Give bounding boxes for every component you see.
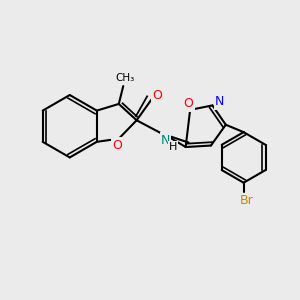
Text: O: O — [152, 88, 162, 101]
Text: H: H — [169, 142, 177, 152]
Text: CH₃: CH₃ — [115, 73, 134, 83]
Text: O: O — [112, 139, 122, 152]
Text: N: N — [161, 134, 170, 147]
Text: O: O — [184, 98, 194, 110]
Text: N: N — [215, 95, 224, 108]
Text: Br: Br — [240, 194, 254, 207]
